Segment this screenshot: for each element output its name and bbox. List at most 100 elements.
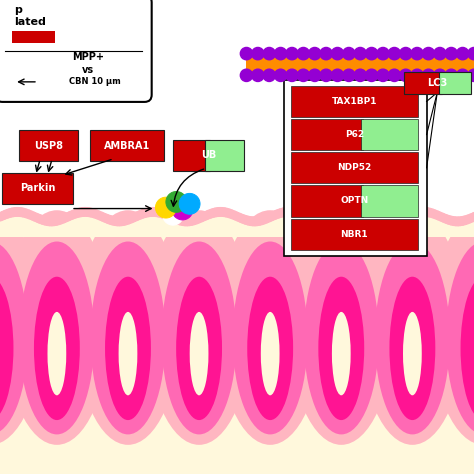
Ellipse shape bbox=[261, 312, 280, 395]
Ellipse shape bbox=[19, 242, 94, 435]
Ellipse shape bbox=[332, 312, 351, 395]
Circle shape bbox=[263, 69, 275, 82]
Circle shape bbox=[252, 69, 264, 82]
Circle shape bbox=[163, 204, 183, 225]
FancyBboxPatch shape bbox=[439, 72, 471, 94]
Text: UB: UB bbox=[201, 150, 216, 160]
Text: MPP+: MPP+ bbox=[72, 52, 104, 62]
Circle shape bbox=[422, 47, 435, 60]
Ellipse shape bbox=[0, 277, 13, 420]
Circle shape bbox=[411, 69, 423, 82]
FancyBboxPatch shape bbox=[361, 185, 418, 217]
Circle shape bbox=[331, 47, 344, 60]
Ellipse shape bbox=[218, 210, 322, 445]
Circle shape bbox=[445, 47, 457, 60]
FancyBboxPatch shape bbox=[291, 119, 363, 150]
Ellipse shape bbox=[34, 277, 80, 420]
Ellipse shape bbox=[162, 242, 237, 435]
Circle shape bbox=[252, 47, 264, 60]
Ellipse shape bbox=[247, 277, 293, 420]
Text: LC3: LC3 bbox=[427, 78, 447, 88]
Circle shape bbox=[411, 47, 423, 60]
Bar bbox=[0, 0, 474, 237]
Circle shape bbox=[179, 193, 200, 214]
Ellipse shape bbox=[0, 210, 43, 445]
Ellipse shape bbox=[289, 210, 393, 445]
Circle shape bbox=[343, 47, 355, 60]
Circle shape bbox=[388, 69, 401, 82]
Circle shape bbox=[434, 47, 446, 60]
FancyBboxPatch shape bbox=[291, 152, 418, 183]
Text: TAX1BP1: TAX1BP1 bbox=[332, 97, 377, 106]
Text: AMBRA1: AMBRA1 bbox=[104, 141, 150, 151]
Circle shape bbox=[331, 69, 344, 82]
FancyBboxPatch shape bbox=[0, 0, 152, 102]
Ellipse shape bbox=[233, 242, 308, 435]
Ellipse shape bbox=[403, 312, 422, 395]
Ellipse shape bbox=[319, 277, 364, 420]
Ellipse shape bbox=[375, 242, 450, 435]
Circle shape bbox=[354, 69, 366, 82]
Circle shape bbox=[320, 69, 332, 82]
Ellipse shape bbox=[176, 277, 222, 420]
Circle shape bbox=[240, 69, 253, 82]
Circle shape bbox=[343, 69, 355, 82]
FancyBboxPatch shape bbox=[404, 72, 442, 94]
Ellipse shape bbox=[390, 277, 435, 420]
Bar bbox=[0, 218, 474, 474]
Circle shape bbox=[456, 69, 469, 82]
Ellipse shape bbox=[91, 242, 165, 435]
Circle shape bbox=[365, 47, 378, 60]
Circle shape bbox=[309, 69, 321, 82]
FancyBboxPatch shape bbox=[291, 86, 418, 117]
Circle shape bbox=[309, 47, 321, 60]
Circle shape bbox=[456, 47, 469, 60]
Ellipse shape bbox=[5, 210, 109, 445]
Circle shape bbox=[400, 47, 412, 60]
Text: Parkin: Parkin bbox=[20, 183, 55, 193]
Circle shape bbox=[286, 69, 298, 82]
Circle shape bbox=[240, 47, 253, 60]
Ellipse shape bbox=[105, 277, 151, 420]
Text: vs: vs bbox=[82, 64, 94, 74]
FancyBboxPatch shape bbox=[291, 185, 363, 217]
Text: P62: P62 bbox=[345, 130, 364, 139]
Ellipse shape bbox=[0, 242, 28, 435]
FancyBboxPatch shape bbox=[19, 130, 78, 161]
Circle shape bbox=[320, 47, 332, 60]
Circle shape bbox=[172, 199, 193, 220]
Text: CBN 10 μm: CBN 10 μm bbox=[69, 77, 121, 86]
FancyBboxPatch shape bbox=[361, 119, 418, 150]
Ellipse shape bbox=[431, 210, 474, 445]
Circle shape bbox=[377, 69, 389, 82]
FancyBboxPatch shape bbox=[284, 80, 427, 256]
Circle shape bbox=[354, 47, 366, 60]
Circle shape bbox=[286, 47, 298, 60]
Circle shape bbox=[422, 69, 435, 82]
Circle shape bbox=[468, 69, 474, 82]
FancyBboxPatch shape bbox=[90, 130, 164, 161]
Text: OPTN: OPTN bbox=[340, 197, 368, 205]
Ellipse shape bbox=[190, 312, 209, 395]
Circle shape bbox=[166, 191, 187, 212]
Circle shape bbox=[468, 47, 474, 60]
FancyBboxPatch shape bbox=[173, 140, 210, 171]
Circle shape bbox=[274, 69, 287, 82]
Polygon shape bbox=[0, 216, 474, 237]
Text: p: p bbox=[14, 5, 22, 15]
Circle shape bbox=[297, 69, 310, 82]
Circle shape bbox=[365, 69, 378, 82]
Text: USP8: USP8 bbox=[34, 141, 63, 151]
Circle shape bbox=[297, 47, 310, 60]
Text: NBR1: NBR1 bbox=[340, 230, 368, 238]
Ellipse shape bbox=[304, 242, 379, 435]
Circle shape bbox=[400, 69, 412, 82]
Ellipse shape bbox=[461, 277, 474, 420]
Text: lated: lated bbox=[14, 17, 46, 27]
Circle shape bbox=[445, 69, 457, 82]
Circle shape bbox=[155, 197, 176, 218]
Circle shape bbox=[263, 47, 275, 60]
Ellipse shape bbox=[47, 312, 66, 395]
Bar bbox=[246, 55, 474, 73]
Circle shape bbox=[388, 47, 401, 60]
